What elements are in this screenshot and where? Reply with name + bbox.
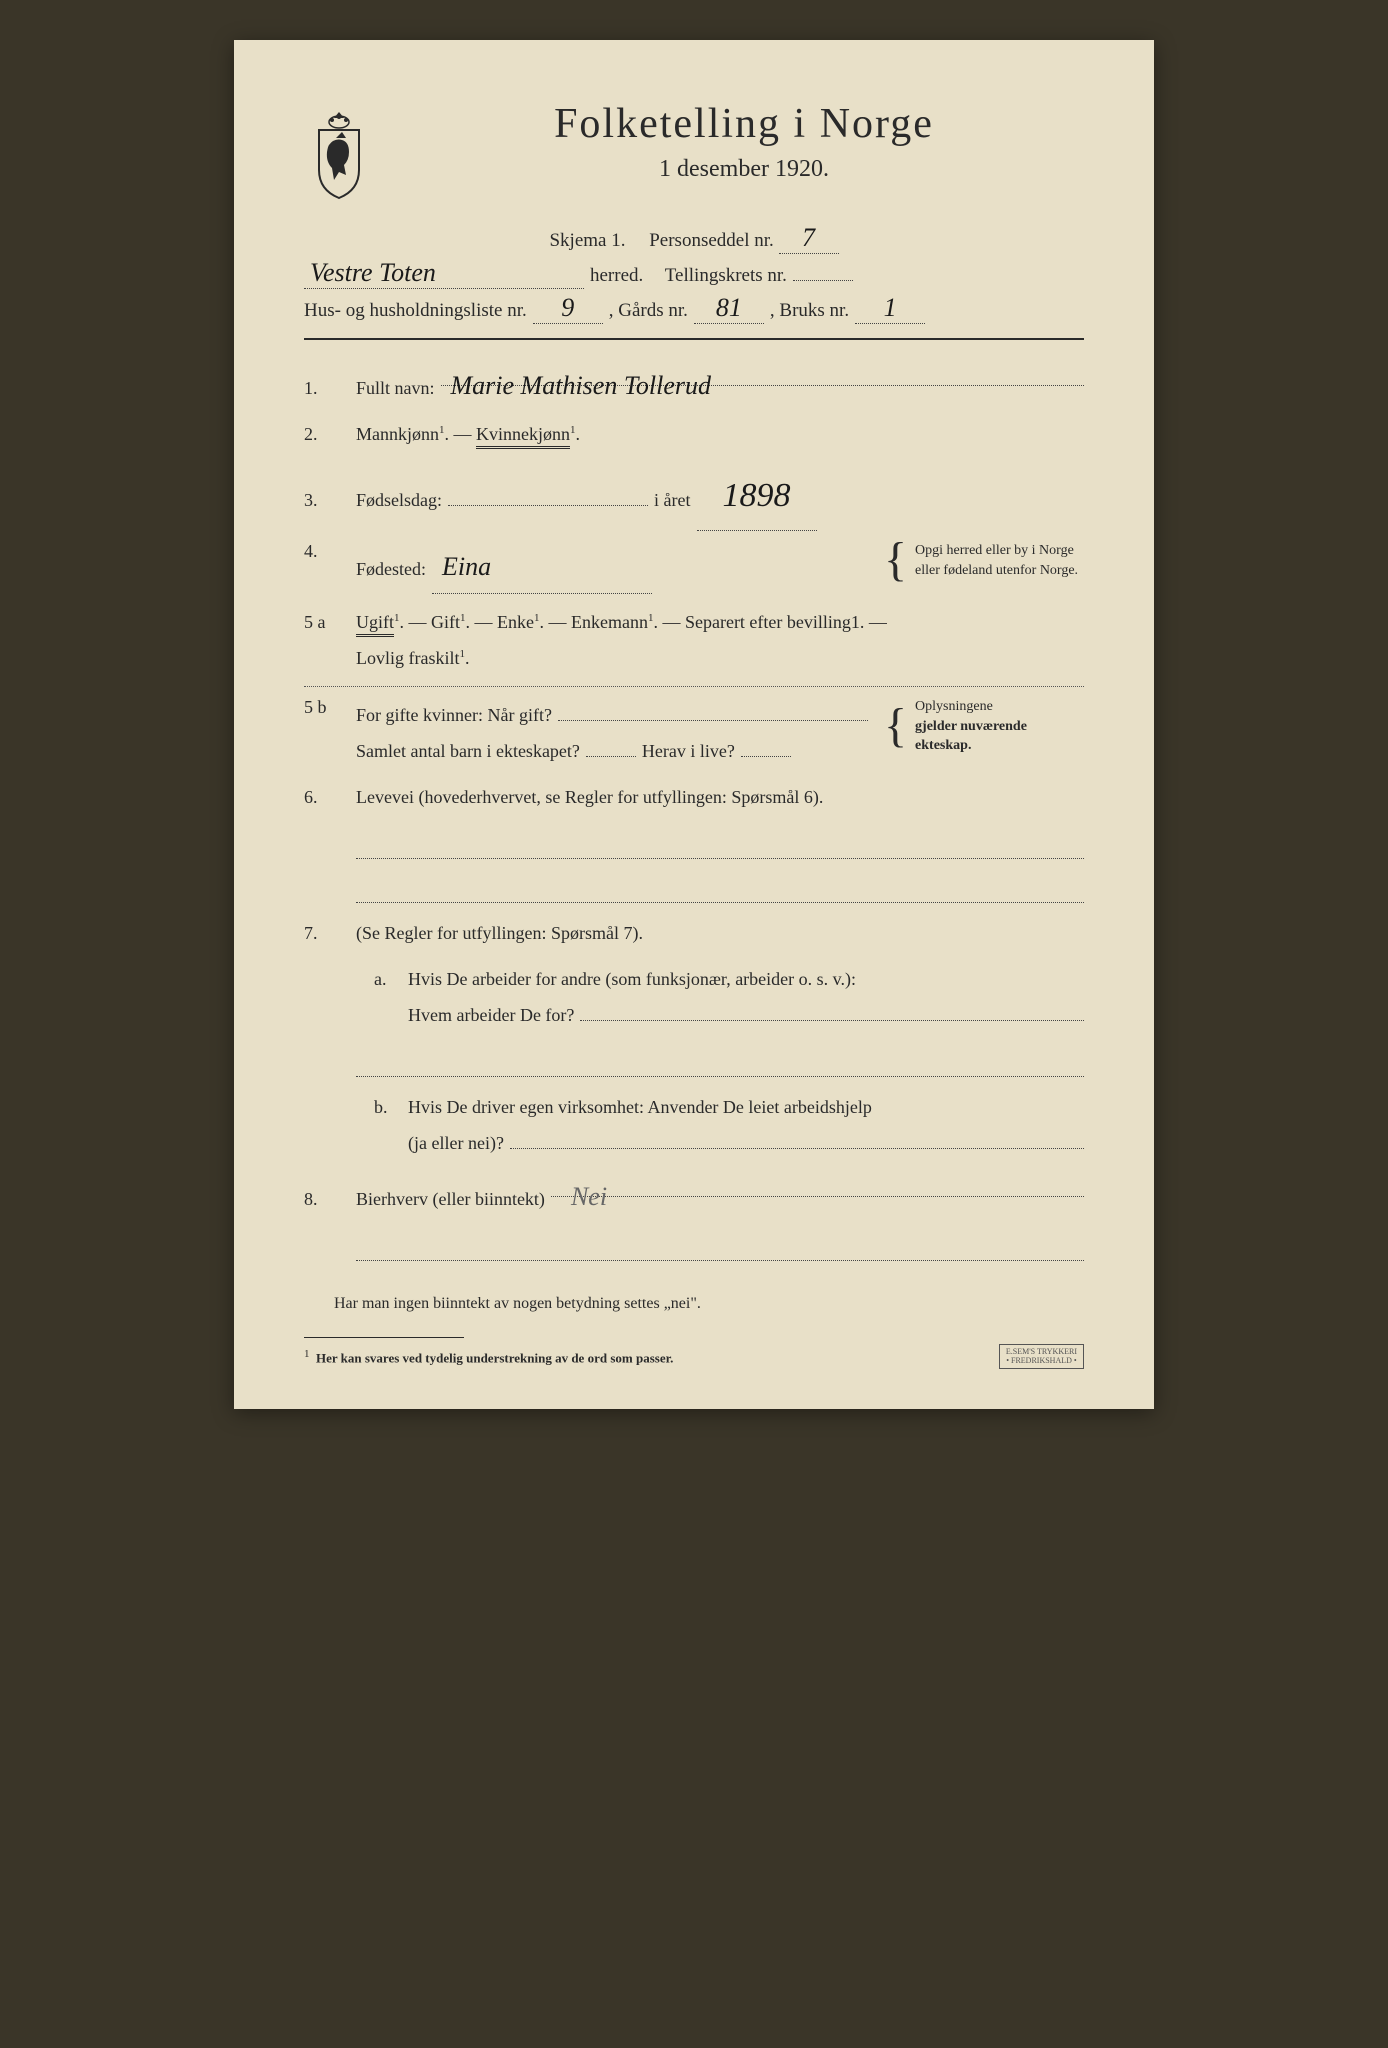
personseddel-label: Personseddel nr. xyxy=(649,230,774,251)
hus-row: Hus- og husholdningsliste nr. 9 , Gårds … xyxy=(304,293,1084,324)
skjema-label: Skjema 1. xyxy=(549,230,625,251)
q5b-live-value xyxy=(741,756,791,757)
brace-icon: { xyxy=(884,541,907,579)
q7b-num: b. xyxy=(356,1097,392,1118)
q5b-note-3: ekteskap. xyxy=(915,736,1027,756)
herred-row: Vestre Toten herred. Tellingskrets nr. xyxy=(304,258,1084,289)
q8-num: 8. xyxy=(304,1189,340,1210)
q5a-ugift: Ugift xyxy=(356,612,394,637)
q3-num: 3. xyxy=(304,490,340,511)
q7a-l2: Hvem arbeider De for? xyxy=(408,997,574,1033)
subtitle: 1 desember 1920. xyxy=(404,156,1084,183)
title-block: Folketelling i Norge 1 desember 1920. xyxy=(404,100,1084,213)
census-form-page: Folketelling i Norge 1 desember 1920. Sk… xyxy=(234,40,1154,1409)
q4-row: 4. Fødested: Eina { Opgi herred eller by… xyxy=(304,541,1084,594)
q5b-note-1: Oplysningene xyxy=(915,697,1027,717)
q3-row: 3. Fødselsdag: i året 1898 xyxy=(304,462,1084,531)
q5b-note: { Oplysningene gjelder nuværende ekteska… xyxy=(884,697,1084,756)
q5b-num: 5 b xyxy=(304,697,340,718)
divider-1 xyxy=(304,338,1084,340)
q5b-l2a: Samlet antal barn i ekteskapet? xyxy=(356,733,580,769)
q5b-l2b: Herav i live? xyxy=(642,733,735,769)
hus-label: Hus- og husholdningsliste nr. xyxy=(304,300,527,322)
personseddel-value: 7 xyxy=(779,223,839,254)
coat-of-arms-icon xyxy=(304,110,374,200)
q7b-l2: (ja eller nei)? xyxy=(408,1125,504,1161)
q7a-num: a. xyxy=(356,969,392,990)
header: Folketelling i Norge 1 desember 1920. xyxy=(304,100,1084,213)
q2-kvinne: Kvinnekjønn xyxy=(476,424,570,449)
q5a-enkemann: Enkemann xyxy=(571,612,648,632)
q6-row: 6. Levevei (hovederhvervet, se Regler fo… xyxy=(304,779,1084,815)
stamp-l1: E.SEM'S TRYKKERI xyxy=(1006,1347,1077,1357)
q4-label: Fødested: xyxy=(356,551,426,587)
bruks-label: , Bruks nr. xyxy=(770,300,849,322)
q7b-row: b. Hvis De driver egen virksomhet: Anven… xyxy=(304,1089,1084,1161)
herred-label: herred. xyxy=(590,265,643,287)
q3-label: Fødselsdag: xyxy=(356,482,442,518)
q2-mann: Mannkjønn xyxy=(356,424,439,444)
q4-note: { Opgi herred eller by i Norge eller fød… xyxy=(884,541,1084,580)
gards-label: , Gårds nr. xyxy=(609,300,688,322)
hus-value: 9 xyxy=(533,293,603,324)
q7b-value xyxy=(510,1131,1084,1149)
q7b-l1: Hvis De driver egen virksomhet: Anvender… xyxy=(408,1089,1084,1125)
q5b-gift-value xyxy=(558,703,868,721)
q7-label: (Se Regler for utfyllingen: Spørsmål 7). xyxy=(356,915,1084,951)
q7-num: 7. xyxy=(304,923,340,944)
main-title: Folketelling i Norge xyxy=(404,100,1084,148)
q7a-value xyxy=(580,1003,1084,1021)
skjema-row: Skjema 1. Personseddel nr. 7 xyxy=(304,223,1084,254)
q5a-lovlig: Lovlig fraskilt xyxy=(356,648,459,668)
divider-2 xyxy=(304,686,1084,687)
q5b-barn-value xyxy=(586,756,636,757)
q3-year: 1898 xyxy=(697,462,817,531)
q7a-row: a. Hvis De arbeider for andre (som funks… xyxy=(304,961,1084,1033)
q1-row: 1. Fullt navn: Marie Mathisen Tollerud xyxy=(304,360,1084,406)
stamp-l2: • FREDRIKSHALD • xyxy=(1006,1356,1077,1366)
tellingskrets-value xyxy=(793,280,853,281)
q5a-row: 5 a Ugift1. — Gift1. — Enke1. — Enkemann… xyxy=(304,604,1084,676)
q6-blank-2 xyxy=(356,871,1084,903)
q5a-num: 5 a xyxy=(304,612,340,633)
q7a-blank xyxy=(356,1045,1084,1077)
footnote-divider xyxy=(304,1337,464,1338)
herred-value: Vestre Toten xyxy=(304,258,584,289)
printer-stamp: E.SEM'S TRYKKERI • FREDRIKSHALD • xyxy=(999,1344,1084,1369)
q8-label: Bierhverv (eller biinntekt) xyxy=(356,1181,545,1217)
q5b-note-2: gjelder nuværende xyxy=(915,717,1027,737)
q5b-l1: For gifte kvinner: Når gift? xyxy=(356,697,552,733)
q3-day xyxy=(448,505,648,506)
q6-num: 6. xyxy=(304,787,340,808)
q2-num: 2. xyxy=(304,424,340,445)
q5a-separert: Separert efter bevilling xyxy=(685,612,851,632)
q5a-enke: Enke xyxy=(497,612,534,632)
q6-blank-1 xyxy=(356,827,1084,859)
gards-value: 81 xyxy=(694,293,764,324)
q4-note-2: eller fødeland utenfor Norge. xyxy=(915,561,1078,581)
q5a-gift: Gift xyxy=(431,612,460,632)
q8-blank xyxy=(356,1229,1084,1261)
q1-label: Fullt navn: xyxy=(356,370,435,406)
q6-label: Levevei (hovederhvervet, se Regler for u… xyxy=(356,779,1084,815)
q7-row: 7. (Se Regler for utfyllingen: Spørsmål … xyxy=(304,915,1084,951)
footer-note-2: 1 Her kan svares ved tydelig understrekn… xyxy=(304,1346,1084,1369)
q1-value: Marie Mathisen Tollerud xyxy=(441,360,1084,386)
q8-row: 8. Bierhverv (eller biinntekt) Nei xyxy=(304,1171,1084,1217)
q1-num: 1. xyxy=(304,378,340,399)
brace-icon: { xyxy=(884,707,907,745)
bruks-value: 1 xyxy=(855,293,925,324)
q5b-row: 5 b For gifte kvinner: Når gift? Samlet … xyxy=(304,697,1084,769)
q3-mid: i året xyxy=(654,482,690,518)
q4-note-1: Opgi herred eller by i Norge xyxy=(915,541,1078,561)
q4-num: 4. xyxy=(304,541,340,562)
q7a-l1: Hvis De arbeider for andre (som funksjon… xyxy=(408,961,1084,997)
q2-row: 2. Mannkjønn1. — Kvinnekjønn1. xyxy=(304,416,1084,452)
q4-value: Eina xyxy=(432,541,652,594)
tellingskrets-label: Tellingskrets nr. xyxy=(665,265,787,287)
q8-value: Nei xyxy=(551,1171,1084,1197)
footer-note-1: Har man ingen biinntekt av nogen betydni… xyxy=(334,1291,1084,1317)
